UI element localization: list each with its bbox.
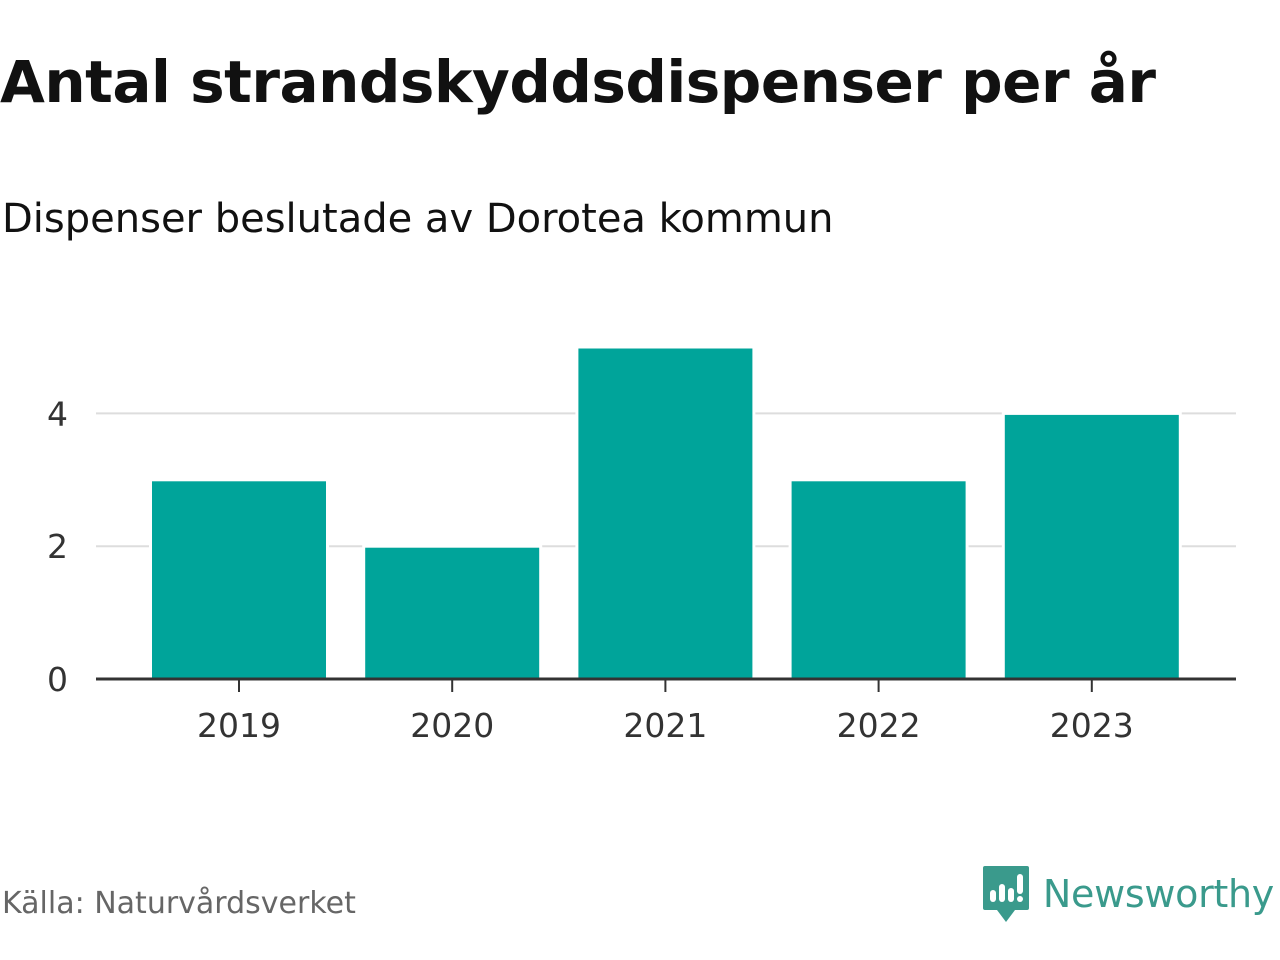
source-note: Källa: Naturvårdsverket — [2, 886, 356, 921]
y-tick-label: 4 — [47, 394, 68, 433]
bar-2019 — [149, 478, 329, 681]
y-axis-ticks: 0 2 4 — [47, 394, 68, 699]
bar-2021 — [575, 345, 756, 681]
x-tick-label: 2021 — [623, 706, 707, 745]
x-tick-label: 2019 — [197, 706, 281, 745]
bar-2023 — [1001, 411, 1182, 681]
x-tick-label: 2020 — [410, 706, 494, 745]
bar-2022 — [788, 478, 969, 681]
newsworthy-logo-icon — [982, 866, 1029, 922]
brand-name: Newsworthy — [1042, 872, 1274, 916]
x-tick-label: 2023 — [1050, 706, 1134, 745]
chart-title: Antal strandskyddsdispenser per år — [0, 48, 1156, 116]
y-tick-label: 2 — [47, 527, 68, 566]
chart-subtitle: Dispenser beslutade av Dorotea kommun — [2, 196, 834, 242]
y-tick-label: 0 — [47, 660, 68, 699]
x-axis-ticks: 2019 2020 2021 2022 2023 — [197, 679, 1134, 745]
bar-2020 — [362, 544, 543, 681]
bars — [149, 345, 1182, 681]
x-tick-label: 2022 — [837, 706, 921, 745]
brand-logo: Newsworthy — [981, 862, 1274, 926]
